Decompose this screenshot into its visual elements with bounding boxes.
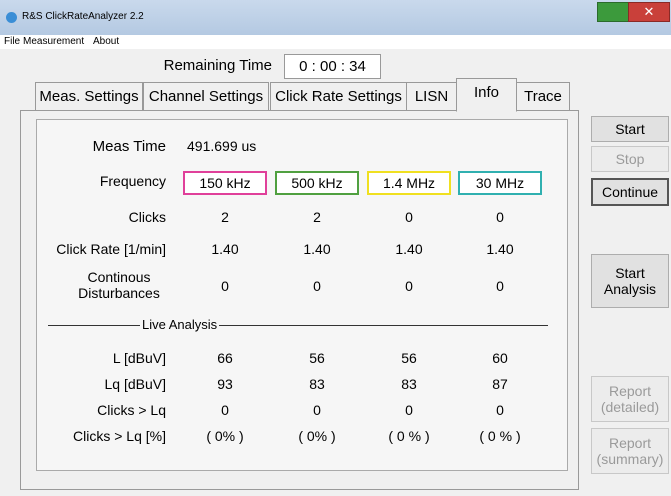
row-value: 2 xyxy=(313,209,321,225)
row-value: 0 xyxy=(313,278,321,294)
frequency-box: 30 MHz xyxy=(458,171,542,195)
button: Report (summary) xyxy=(591,428,669,474)
tab[interactable]: Trace xyxy=(516,82,570,110)
row-value: 1.40 xyxy=(395,241,423,257)
row-label: Clicks > Lq [%] xyxy=(73,428,166,444)
remaining-time-value: 0 : 00 : 34 xyxy=(284,54,381,79)
row-value: 0 xyxy=(221,278,229,294)
title-bar: R&S ClickRateAnalyzer 2.2 ✕ xyxy=(0,0,671,35)
separator-line xyxy=(48,325,548,326)
tab[interactable]: Info xyxy=(456,78,517,112)
row-value: 83 xyxy=(401,376,417,392)
row-label: Lq [dBuV] xyxy=(104,376,167,392)
row-value: 56 xyxy=(401,350,417,366)
row-value: 56 xyxy=(309,350,325,366)
row-value: 87 xyxy=(492,376,508,392)
row-value: 93 xyxy=(217,376,233,392)
row-value: 0 xyxy=(496,278,504,294)
row-label: L [dBuV] xyxy=(112,350,166,366)
row-label: Frequency xyxy=(99,173,166,189)
row-value: 83 xyxy=(309,376,325,392)
row-value: 2 xyxy=(221,209,229,225)
frequency-box: 1.4 MHz xyxy=(367,171,451,195)
row-value: 0 xyxy=(496,209,504,225)
row-value: 0 xyxy=(405,278,413,294)
minimize-button[interactable] xyxy=(597,2,629,22)
row-value: 60 xyxy=(492,350,508,366)
remaining-time-label: Remaining Time xyxy=(163,57,272,74)
row-value: 0 xyxy=(221,402,229,418)
tab[interactable]: Click Rate Settings xyxy=(270,82,407,110)
menu-item[interactable]: Measurement xyxy=(23,36,85,47)
button: Report (detailed) xyxy=(591,376,669,422)
row-value: 0 xyxy=(405,209,413,225)
button[interactable]: Continue xyxy=(591,178,669,206)
section-title: Live Analysis xyxy=(140,317,220,332)
row-value: 66 xyxy=(217,350,233,366)
tab[interactable]: LISN xyxy=(406,82,457,110)
row-value: ( 0 % ) xyxy=(388,428,430,444)
row-label: Click Rate [1/min] xyxy=(56,241,166,257)
app-icon xyxy=(6,12,17,23)
menu-item[interactable]: About xyxy=(93,36,120,47)
row-value: 491.699 us xyxy=(187,138,257,154)
window-title: R&S ClickRateAnalyzer 2.2 xyxy=(22,11,144,22)
tab[interactable]: Meas. Settings xyxy=(35,82,143,110)
frequency-box: 150 kHz xyxy=(183,171,267,195)
row-label: Clicks > Lq xyxy=(97,402,166,418)
button[interactable]: Start xyxy=(591,116,669,142)
menu-bar: File Measurement About xyxy=(0,35,671,49)
frequency-box: 500 kHz xyxy=(275,171,359,195)
row-label: Clicks xyxy=(128,209,166,225)
row-value: ( 0% ) xyxy=(298,428,336,444)
row-value: ( 0 % ) xyxy=(479,428,521,444)
row-value: 1.40 xyxy=(486,241,514,257)
button[interactable]: Start Analysis xyxy=(591,254,669,308)
row-value: 1.40 xyxy=(303,241,331,257)
row-value: 1.40 xyxy=(211,241,239,257)
row-label: Meas Time xyxy=(92,138,166,155)
row-label: Continous Disturbances xyxy=(78,269,160,301)
close-button[interactable]: ✕ xyxy=(628,2,670,22)
tab[interactable]: Channel Settings xyxy=(143,82,269,110)
row-value: 0 xyxy=(405,402,413,418)
row-value: 0 xyxy=(313,402,321,418)
button: Stop xyxy=(591,146,669,172)
menu-item[interactable]: File xyxy=(4,36,21,47)
row-value: 0 xyxy=(496,402,504,418)
row-value: ( 0% ) xyxy=(206,428,244,444)
